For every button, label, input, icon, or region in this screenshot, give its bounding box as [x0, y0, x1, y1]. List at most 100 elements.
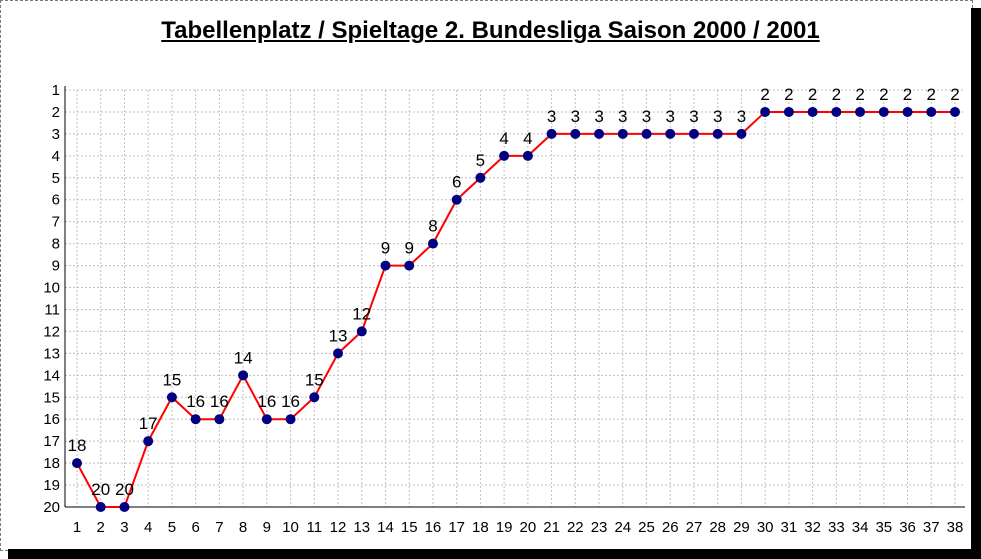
data-label: 13 [329, 326, 348, 345]
data-label: 3 [594, 107, 603, 126]
data-point [546, 128, 557, 139]
data-point [166, 392, 177, 403]
data-point [119, 502, 130, 512]
data-label: 14 [234, 348, 253, 367]
data-label: 2 [855, 85, 864, 104]
data-point [878, 106, 889, 117]
x-tick-label: 37 [923, 519, 940, 536]
x-tick-label: 28 [709, 519, 726, 536]
data-label: 2 [927, 85, 936, 104]
data-label: 3 [642, 107, 651, 126]
y-tick-label: 17 [43, 433, 60, 450]
data-label: 8 [428, 217, 437, 236]
y-tick-label: 8 [52, 236, 60, 253]
data-label: 2 [950, 85, 959, 104]
data-label: 18 [68, 436, 87, 455]
x-tick-label: 29 [733, 519, 750, 536]
data-label: 2 [832, 85, 841, 104]
data-label: 16 [281, 392, 300, 411]
data-label: 3 [713, 107, 722, 126]
y-tick-label: 12 [43, 323, 60, 340]
x-tick-label: 1 [73, 519, 81, 536]
data-point [594, 128, 605, 139]
data-label: 20 [115, 480, 134, 499]
data-point [688, 128, 699, 139]
y-tick-label: 18 [43, 455, 60, 472]
data-point [617, 128, 628, 139]
data-label: 5 [476, 151, 485, 170]
data-label: 16 [257, 392, 276, 411]
frame-shadow-bottom [8, 549, 981, 559]
x-tick-label: 25 [638, 519, 655, 536]
x-tick-label: 7 [215, 519, 223, 536]
x-tick-label: 8 [239, 519, 247, 536]
data-point [926, 106, 937, 117]
data-point [404, 260, 415, 271]
y-tick-label: 11 [44, 301, 60, 318]
data-label: 16 [186, 392, 205, 411]
y-tick-label: 9 [52, 258, 60, 275]
x-tick-label: 32 [804, 519, 821, 536]
x-tick-label: 11 [307, 519, 323, 536]
x-tick-label: 9 [263, 519, 271, 536]
y-tick-label: 4 [52, 148, 60, 165]
x-tick-label: 4 [144, 519, 152, 536]
x-tick-label: 36 [899, 519, 916, 536]
chart-title: Tabellenplatz / Spieltage 2. Bundesliga … [161, 17, 820, 44]
data-point [712, 128, 723, 139]
y-tick-label: 14 [43, 367, 60, 384]
x-tick-label: 3 [120, 519, 128, 536]
x-tick-label: 14 [377, 519, 394, 536]
data-point [831, 106, 842, 117]
data-point [736, 128, 747, 139]
data-point [760, 106, 771, 117]
x-tick-label: 26 [662, 519, 679, 536]
data-point [950, 106, 960, 117]
data-point [522, 150, 533, 161]
x-tick-label: 2 [97, 519, 105, 536]
data-point [855, 106, 866, 117]
data-point [285, 414, 296, 425]
data-label: 4 [523, 129, 532, 148]
data-label: 3 [547, 107, 556, 126]
x-tick-label: 6 [191, 519, 199, 536]
data-point [570, 128, 581, 139]
y-tick-label: 19 [43, 477, 60, 494]
x-tick-label: 13 [353, 519, 370, 536]
x-tick-label: 15 [401, 519, 418, 536]
data-point [902, 106, 913, 117]
x-tick-label: 16 [425, 519, 442, 536]
y-tick-label: 3 [52, 126, 60, 143]
data-point [261, 414, 272, 425]
x-tick-label: 5 [168, 519, 176, 536]
data-label: 3 [618, 107, 627, 126]
y-tick-label: 15 [43, 389, 60, 406]
x-tick-label: 19 [496, 519, 513, 536]
data-label: 3 [571, 107, 580, 126]
y-tick-label: 6 [52, 192, 60, 209]
y-tick-label: 16 [43, 411, 60, 428]
y-tick-label: 1 [52, 82, 60, 99]
data-point [427, 238, 438, 249]
data-label: 2 [879, 85, 888, 104]
data-label: 4 [499, 129, 508, 148]
x-tick-label: 12 [330, 519, 347, 536]
data-point [238, 370, 249, 381]
x-tick-label: 24 [614, 519, 631, 536]
y-tick-label: 10 [43, 280, 60, 297]
data-label: 2 [903, 85, 912, 104]
y-tick-label: 13 [43, 345, 60, 362]
data-label: 12 [352, 304, 371, 323]
data-point [72, 458, 82, 469]
data-point [475, 172, 486, 183]
data-point [380, 260, 391, 271]
data-point [499, 150, 510, 161]
x-tick-label: 18 [472, 519, 489, 536]
data-label: 6 [452, 173, 461, 192]
x-tick-label: 31 [781, 519, 798, 536]
data-label: 16 [210, 392, 229, 411]
data-point [309, 392, 320, 403]
data-point [356, 326, 367, 337]
data-point [807, 106, 818, 117]
